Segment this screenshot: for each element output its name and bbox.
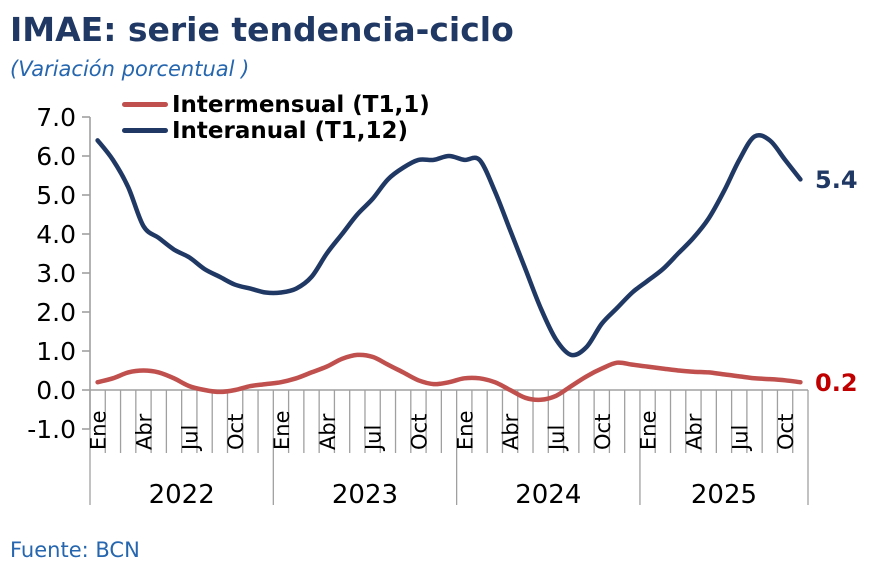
legend-label-intermensual: Intermensual (T1,1) <box>172 91 430 118</box>
legend-item-intermensual: Intermensual (T1,1) <box>122 91 430 118</box>
page-subtitle: (Variación porcentual ) <box>10 57 250 81</box>
y-tick-label: 0.0 <box>36 376 76 405</box>
month-label: Abr <box>499 413 523 450</box>
page-title: IMAE: serie tendencia-ciclo <box>10 10 514 49</box>
end-label-interanual: 5.4 <box>815 166 858 194</box>
legend-item-interanual: Interanual (T1,12) <box>122 117 430 144</box>
month-label: Ene <box>87 411 111 451</box>
month-label: Oct <box>774 414 798 450</box>
y-tick-label: 4.0 <box>36 220 76 249</box>
y-tick-label: 6.0 <box>36 142 76 171</box>
month-label: Abr <box>132 413 156 450</box>
month-label: Oct <box>224 414 248 450</box>
legend-label-interanual: Interanual (T1,12) <box>172 117 409 144</box>
month-label: Jul <box>178 425 202 452</box>
source-note: Fuente: BCN <box>10 538 140 562</box>
y-tick-label: 2.0 <box>36 298 76 327</box>
y-tick-label: 1.0 <box>36 337 76 366</box>
interanual-line-swatch <box>122 128 168 133</box>
month-label: Oct <box>591 414 615 450</box>
month-label: Abr <box>316 413 340 450</box>
month-label: Abr <box>682 413 706 450</box>
month-label: Ene <box>270 411 294 451</box>
intermensual-line-swatch <box>122 102 168 107</box>
chart-legend: Intermensual (T1,1) Interanual (T1,12) <box>122 91 430 144</box>
intermensual-line <box>95 352 803 403</box>
line-chart: 7.0 6.0 5.0 4.0 3.0 2.0 1.0 0.0 -1.0 Ene Abr Jul Oct… <box>27 103 809 510</box>
month-label: Jul <box>362 425 386 452</box>
month-label: Oct <box>407 414 431 450</box>
year-label: 2022 <box>149 480 215 510</box>
month-label: Ene <box>637 411 661 451</box>
month-label: Jul <box>545 425 569 452</box>
month-label: Jul <box>728 425 752 452</box>
year-label: 2024 <box>515 480 581 510</box>
year-label: 2023 <box>332 480 398 510</box>
y-tick-label: 5.0 <box>36 181 76 210</box>
interanual-line <box>95 132 803 358</box>
year-label: 2025 <box>691 480 757 510</box>
y-tick-label: 3.0 <box>36 259 76 288</box>
end-label-intermensual: 0.2 <box>815 369 858 397</box>
y-tick-label: 7.0 <box>36 103 76 132</box>
y-tick-label: -1.0 <box>27 415 76 444</box>
month-label: Ene <box>453 411 477 451</box>
